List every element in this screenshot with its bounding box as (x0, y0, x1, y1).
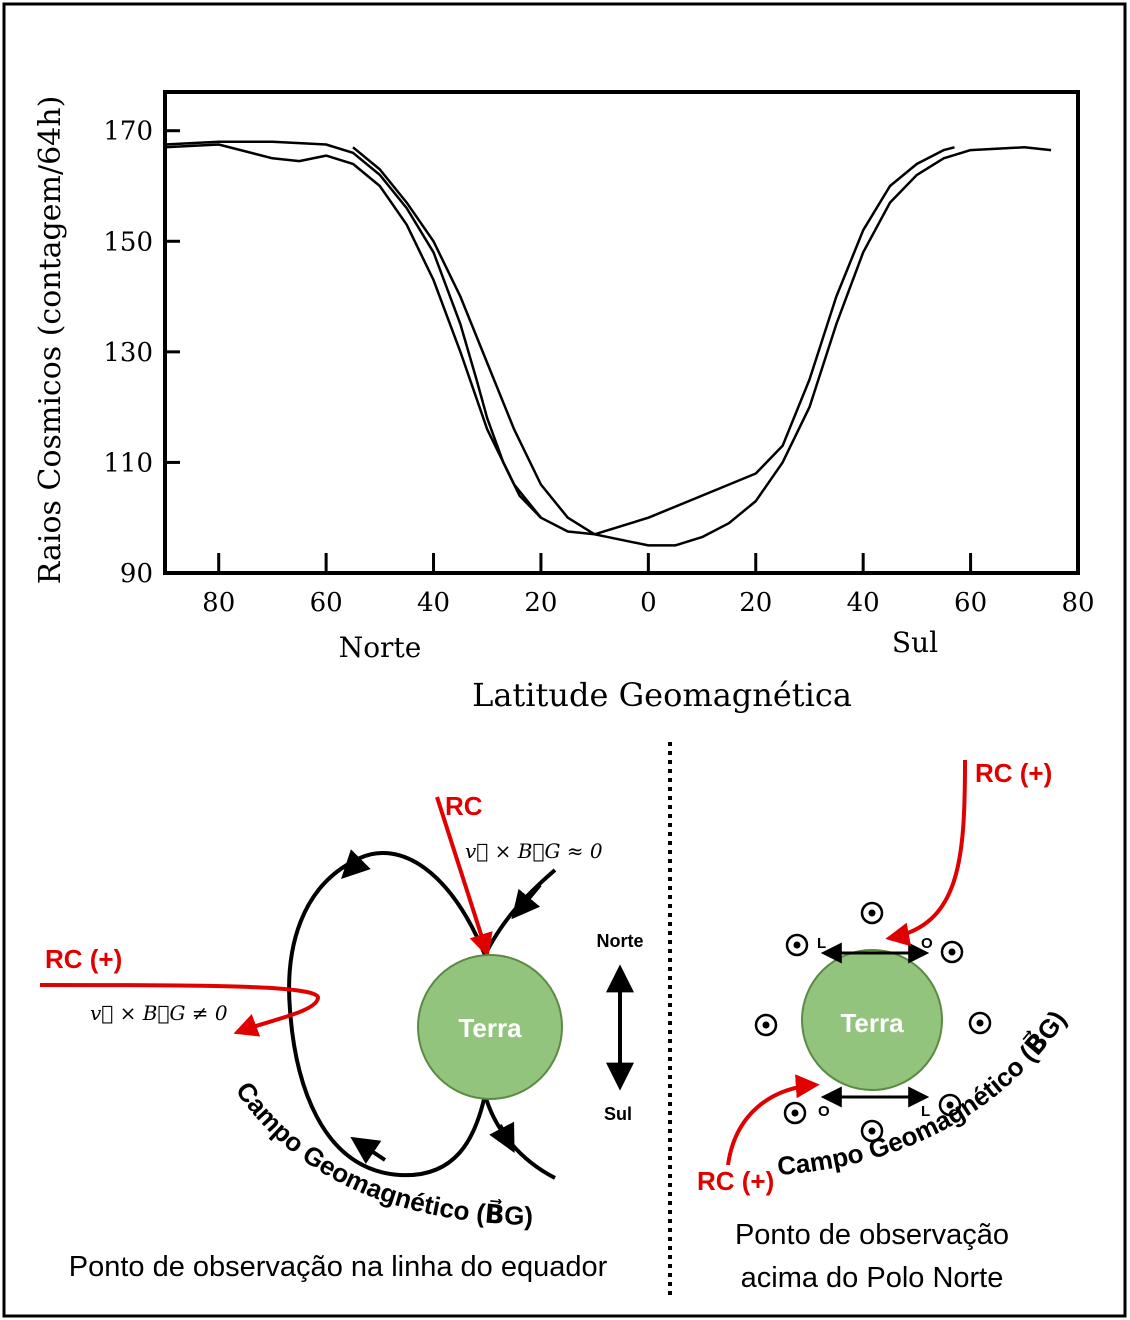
field-line (483, 1094, 556, 1180)
line-series (352, 146, 1052, 547)
field-symbol (783, 1101, 807, 1125)
y-axis-title: Raios Cosmicos (contagem/64h) (33, 96, 68, 585)
x-tick-label: 60 (954, 588, 987, 618)
y-tick-label: 110 (103, 448, 153, 478)
plot: 80 60 40 20 0 20 40 60 80 90 110 130 150 170 (103, 117, 1094, 618)
rc-label: RC (+) (45, 944, 122, 974)
right-diagram (726, 759, 992, 1166)
x-tick-label: 80 (202, 588, 235, 618)
rc-arrow (726, 1074, 820, 1166)
field-arrow (350, 1136, 387, 1165)
formula: v⃗ × B⃗G ≠ 0 (90, 1001, 228, 1025)
annotation: Sul (892, 626, 938, 659)
y-tick-label: 150 (103, 227, 153, 257)
rc-arrow (39, 983, 320, 1037)
field-symbol (785, 933, 809, 957)
direction-label: L (921, 1103, 930, 1120)
rc-label: RC (+) (697, 1166, 774, 1196)
north-label: Norte (596, 931, 643, 951)
y-tick-label: 90 (120, 559, 153, 589)
direction-label: O (818, 1103, 830, 1120)
plot-frame (163, 90, 1080, 575)
field-symbol-dot (762, 1021, 770, 1029)
y-tick-label: 170 (103, 117, 153, 147)
earth-label: Terra (840, 1008, 904, 1038)
field-line (483, 868, 557, 956)
field-symbol-dot (948, 948, 956, 956)
field-symbol (860, 901, 884, 925)
y-tick-label: 130 (103, 338, 153, 368)
x-tick-label: 20 (739, 588, 772, 618)
direction-label: O (921, 935, 933, 952)
rc-label: RC (+) (975, 758, 1052, 788)
field-symbol-dot (976, 1019, 984, 1027)
field-symbol (940, 940, 964, 964)
x-tick-label: 40 (847, 588, 880, 618)
field-symbol-dot (793, 941, 801, 949)
x-tick-label: 60 (310, 588, 343, 618)
x-tick-label: 20 (524, 588, 557, 618)
left-diagram (39, 796, 634, 1180)
field-symbol (754, 1013, 778, 1037)
x-tick-label: 40 (417, 588, 450, 618)
field-line (287, 851, 487, 1178)
south-label: Sul (604, 1104, 632, 1124)
field-symbol-dot (868, 909, 876, 917)
caption: Ponto de observação na linha do equador (69, 1251, 608, 1283)
earth-label: Terra (458, 1013, 522, 1043)
x-tick-label: 80 (1061, 588, 1094, 618)
line-series (164, 143, 955, 536)
field-symbol-dot (868, 1127, 876, 1135)
caption: Ponto de observação (735, 1219, 1009, 1251)
direction-label: L (817, 935, 826, 952)
field-out-of-page (754, 901, 992, 1143)
field-arrow (489, 1121, 515, 1153)
x-axis-title: Latitude Geomagnética (472, 676, 852, 714)
rc-arrow (435, 796, 493, 958)
rc-arrow (885, 759, 967, 947)
field-arrow (341, 849, 371, 879)
formula: v⃗ × B⃗G ≈ 0 (465, 839, 603, 863)
field-symbol (938, 1093, 962, 1117)
caption: acima do Polo Norte (741, 1262, 1004, 1294)
earth (417, 954, 563, 1100)
rc-label: RC (445, 791, 483, 821)
field-symbol-dot (791, 1109, 799, 1117)
field-symbol (968, 1011, 992, 1035)
field-symbol-dot (946, 1101, 954, 1109)
field-arrow (511, 883, 542, 920)
x-tick-label: 0 (640, 588, 657, 618)
annotation: Norte (339, 631, 422, 664)
field-symbol (860, 1119, 884, 1143)
line-series (164, 140, 542, 519)
